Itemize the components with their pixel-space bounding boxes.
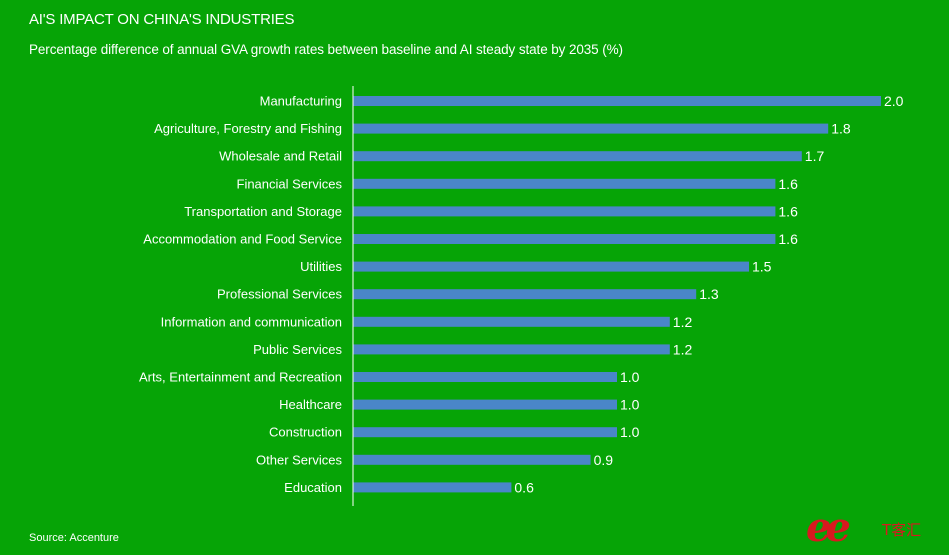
value-label: 1.0 (620, 424, 640, 440)
bar (353, 289, 697, 300)
category-label: Arts, Entertainment and Recreation (139, 370, 342, 385)
value-label: 1.6 (778, 176, 798, 192)
bar (353, 372, 617, 382)
bar (353, 206, 776, 217)
chart-subtitle: Percentage difference of annual GVA grow… (29, 42, 623, 57)
value-label: 1.7 (805, 148, 825, 164)
bar (353, 344, 670, 355)
category-label: Accommodation and Food Service (143, 232, 342, 247)
bar (353, 482, 512, 493)
category-label: Utilities (300, 259, 342, 274)
category-label: Construction (269, 425, 342, 440)
value-labels-layer: 2.0 1.8 1.7 1.6 1.6 1.6 1.5 1.3 1.2 1.2 1.0 1.0 1.0 0… (514, 93, 903, 495)
category-label: Wholesale and Retail (219, 149, 342, 164)
category-label: Public Services (253, 342, 342, 357)
value-label: 1.8 (831, 121, 851, 137)
value-label: 0.9 (594, 452, 614, 468)
category-label: Education (284, 480, 342, 495)
category-label: Healthcare (279, 397, 342, 412)
value-label: 1.0 (620, 369, 640, 385)
category-label: Manufacturing (260, 94, 342, 109)
logo-mark: ee (806, 508, 849, 551)
source-note: Source: Accenture (29, 532, 119, 544)
bar (353, 178, 776, 189)
bars-layer (353, 96, 881, 493)
value-label: 1.2 (673, 341, 693, 357)
value-label: 1.3 (699, 286, 719, 302)
value-label: 2.0 (884, 93, 904, 109)
category-label: Information and communication (161, 314, 342, 329)
value-label: 0.6 (514, 479, 534, 495)
bar (353, 399, 617, 410)
logo-text: T客汇 (881, 521, 921, 539)
bar (353, 234, 776, 244)
bar (353, 151, 802, 162)
category-labels-layer: Manufacturing Agriculture, Forestry and F… (139, 94, 343, 495)
bar (353, 427, 617, 438)
category-label: Transportation and Storage (184, 204, 342, 219)
category-label: Professional Services (217, 287, 342, 302)
bar (353, 454, 591, 465)
bar (353, 123, 829, 134)
value-label: 1.2 (673, 314, 693, 330)
value-label: 1.6 (778, 203, 798, 219)
category-label: Agriculture, Forestry and Fishing (154, 121, 342, 136)
value-label: 1.5 (752, 259, 772, 275)
category-label: Other Services (256, 452, 342, 467)
logo: ee T客汇 (806, 508, 921, 551)
category-label: Financial Services (237, 176, 343, 191)
value-label: 1.6 (778, 231, 798, 247)
bar (353, 96, 881, 106)
value-label: 1.0 (620, 397, 640, 413)
bar (353, 316, 670, 327)
chart-title: AI'S IMPACT ON CHINA'S INDUSTRIES (29, 11, 295, 28)
bar (353, 261, 749, 272)
